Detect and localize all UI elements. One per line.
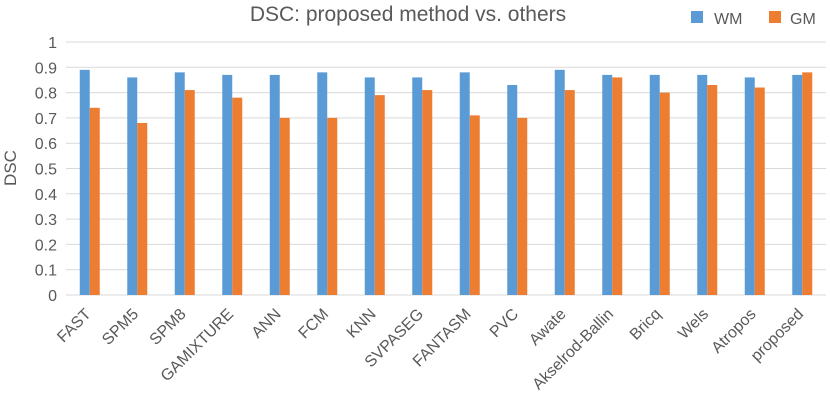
x-category-label: KNN <box>344 306 380 342</box>
x-category-label: PVC <box>487 306 522 341</box>
bar-wm-spm5 <box>127 77 138 295</box>
bar-gm-proposed <box>802 72 813 295</box>
y-tick-label: 0.4 <box>35 187 57 204</box>
bar-gm-pvc <box>517 117 528 296</box>
bar-gm-gamixture <box>232 97 243 295</box>
bar-wm-awate <box>554 69 565 295</box>
bar-wm-akselrod-ballin <box>602 74 613 295</box>
bars <box>79 69 813 296</box>
y-axis-label: DSC <box>1 150 20 186</box>
legend: WM GM <box>691 11 816 28</box>
bar-gm-spm8 <box>184 90 195 295</box>
bar-wm-bricq <box>649 74 660 295</box>
y-tick-label: 0.9 <box>35 60 57 77</box>
bar-wm-proposed <box>792 74 803 295</box>
x-category-label: Bricq <box>627 306 665 344</box>
bar-wm-pvc <box>507 85 518 295</box>
bar-gm-awate <box>564 90 575 295</box>
x-category-label: ANN <box>249 306 285 342</box>
bar-wm-wels <box>697 74 708 295</box>
bar-gm-fcm <box>327 117 338 296</box>
y-tick-label: 0.2 <box>35 237 57 254</box>
x-category-label: SPM5 <box>99 306 142 349</box>
x-category-label: Wels <box>675 306 712 343</box>
bar-gm-wels <box>707 85 718 295</box>
x-category-label: proposed <box>748 306 807 365</box>
bar-wm-ann <box>269 74 280 295</box>
legend-label-wm: WM <box>714 11 742 28</box>
x-category-label: SPM8 <box>147 306 190 349</box>
bar-wm-svpaseg <box>412 77 423 295</box>
bar-wm-fcm <box>317 72 328 295</box>
x-category-label: FCM <box>296 306 333 343</box>
y-tick-label: 1 <box>48 35 57 52</box>
bar-gm-bricq <box>659 92 670 295</box>
y-tick-label: 0.8 <box>35 86 57 103</box>
y-tick-label: 0.6 <box>35 136 57 153</box>
bar-gm-atropos <box>754 87 765 295</box>
bar-wm-fantasm <box>459 72 470 295</box>
bar-gm-knn <box>374 95 385 295</box>
bar-wm-knn <box>364 77 375 295</box>
bar-wm-fast <box>79 69 90 295</box>
y-tick-label: 0.7 <box>35 111 57 128</box>
bar-gm-ann <box>279 117 290 296</box>
x-category-label: FAST <box>54 306 94 346</box>
x-category-label: Akselrod-Ballin <box>530 306 617 393</box>
bar-gm-fast <box>89 107 100 295</box>
chart-title: DSC: proposed method vs. others <box>250 3 566 26</box>
legend-swatch-wm <box>691 11 703 23</box>
bar-wm-atropos <box>744 77 755 295</box>
y-tick-label: 0 <box>48 288 57 305</box>
y-axis-ticks: 0 0.1 0.2 0.3 0.4 0.5 0.6 0.7 0.8 0.9 1 <box>35 35 57 305</box>
x-category-label: Awate <box>526 306 569 349</box>
y-tick-label: 0.3 <box>35 212 57 229</box>
bar-wm-gamixture <box>222 74 233 295</box>
y-tick-label: 0.5 <box>35 162 57 179</box>
bar-gm-fantasm <box>469 115 480 296</box>
bar-gm-spm5 <box>137 122 148 296</box>
legend-swatch-gm <box>769 11 781 23</box>
bar-wm-spm8 <box>174 72 185 295</box>
bar-gm-akselrod-ballin <box>612 77 623 295</box>
legend-label-gm: GM <box>790 11 816 28</box>
bar-gm-svpaseg <box>422 90 433 295</box>
y-tick-label: 0.1 <box>35 263 57 280</box>
